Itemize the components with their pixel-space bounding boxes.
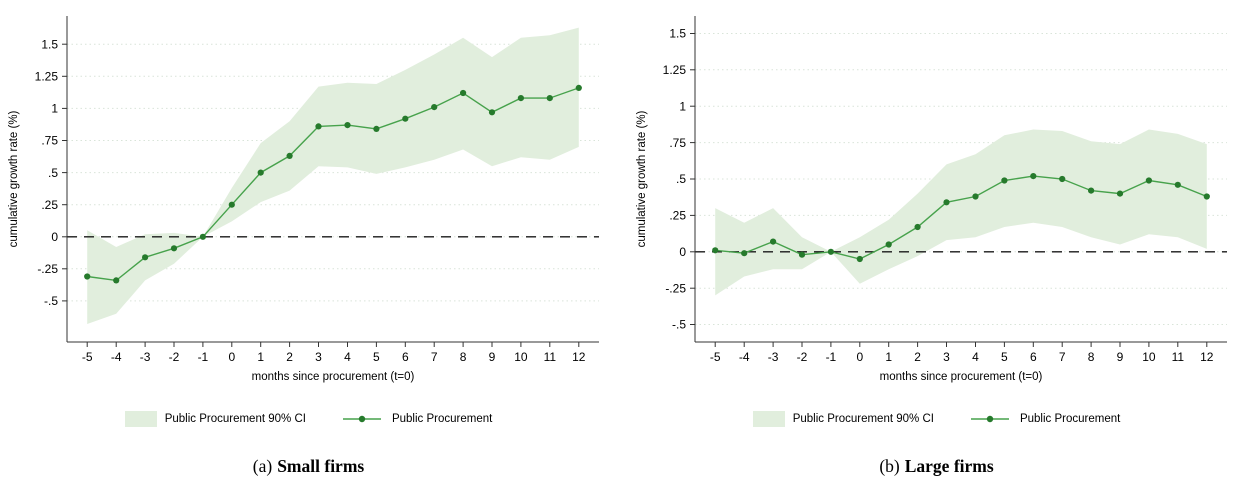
svg-text:12: 12 — [1200, 350, 1214, 364]
svg-text:6: 6 — [401, 350, 408, 364]
legend-item-ci: Public Procurement 90% CI — [752, 411, 934, 427]
legend-item-series: Public Procurement — [968, 413, 1120, 425]
svg-text:-.5: -.5 — [43, 294, 57, 308]
svg-text:.5: .5 — [47, 166, 57, 180]
svg-text:-2: -2 — [796, 350, 807, 364]
svg-text:11: 11 — [1171, 350, 1184, 364]
legend-label-ci: Public Procurement 90% CI — [792, 413, 934, 425]
svg-text:months since procurement (t=0): months since procurement (t=0) — [879, 371, 1042, 383]
svg-text:-5: -5 — [81, 350, 92, 364]
svg-text:10: 10 — [1142, 350, 1156, 364]
legend-small-firms: Public Procurement 90% CI Public Procure… — [124, 408, 492, 430]
svg-text:0: 0 — [679, 245, 686, 259]
svg-text:-1: -1 — [825, 350, 836, 364]
svg-text:9: 9 — [1116, 350, 1123, 364]
svg-text:4: 4 — [972, 350, 979, 364]
line-marker-icon — [342, 415, 381, 423]
svg-text:-3: -3 — [767, 350, 778, 364]
svg-text:7: 7 — [1058, 350, 1065, 364]
svg-text:1.25: 1.25 — [662, 63, 686, 77]
svg-text:10: 10 — [514, 350, 528, 364]
svg-text:11: 11 — [543, 350, 556, 364]
svg-text:.25: .25 — [41, 198, 58, 212]
svg-text:6: 6 — [1029, 350, 1036, 364]
svg-text:.75: .75 — [41, 134, 58, 148]
svg-text:3: 3 — [943, 350, 950, 364]
caption-prefix: (b) — [879, 456, 900, 476]
svg-text:-2: -2 — [168, 350, 179, 364]
svg-text:2: 2 — [286, 350, 293, 364]
svg-text:12: 12 — [572, 350, 586, 364]
svg-text:-1: -1 — [197, 350, 208, 364]
legend-item-series: Public Procurement — [340, 413, 492, 425]
svg-text:0: 0 — [228, 350, 235, 364]
svg-text:.25: .25 — [669, 209, 686, 223]
svg-text:1: 1 — [257, 350, 264, 364]
svg-text:7: 7 — [430, 350, 437, 364]
caption-prefix: (a) — [252, 456, 273, 476]
ci-band-swatch-icon — [752, 411, 785, 427]
line-marker-icon — [970, 415, 1009, 423]
svg-text:months since procurement (t=0): months since procurement (t=0) — [251, 371, 414, 383]
svg-text:2: 2 — [914, 350, 921, 364]
svg-text:-.5: -.5 — [671, 318, 685, 332]
legend-large-firms: Public Procurement 90% CI Public Procure… — [752, 408, 1120, 430]
caption-label: Small firms — [277, 456, 365, 476]
svg-text:-3: -3 — [139, 350, 150, 364]
svg-text:1: 1 — [885, 350, 892, 364]
svg-text:5: 5 — [373, 350, 380, 364]
event-study-figure: -.5 -.25 0.25.5.75 1 1.25 1.5 -5 -4 -3 -2 -1 0 1 2 3 4 5… — [2, 4, 1244, 477]
svg-text:8: 8 — [459, 350, 466, 364]
svg-text:.75: .75 — [669, 136, 686, 150]
caption-small-firms: (a) Small firms — [253, 456, 364, 477]
caption-label: Large firms — [904, 456, 994, 476]
svg-text:cumulative growth rate (%): cumulative growth rate (%) — [636, 110, 648, 247]
svg-text:-.25: -.25 — [37, 262, 58, 276]
legend-label-ci: Public Procurement 90% CI — [164, 413, 306, 425]
svg-text:0: 0 — [51, 230, 58, 244]
svg-text:0: 0 — [856, 350, 863, 364]
svg-text:4: 4 — [344, 350, 351, 364]
svg-text:.5: .5 — [675, 172, 685, 186]
ci-band-swatch-icon — [124, 411, 157, 427]
svg-text:-5: -5 — [709, 350, 720, 364]
svg-text:8: 8 — [1087, 350, 1094, 364]
svg-text:1: 1 — [679, 99, 686, 113]
panel-small-firms: -.5 -.25 0.25.5.75 1 1.25 1.5 -5 -4 -3 -2 -1 0 1 2 3 4 5… — [2, 4, 616, 477]
legend-label-series: Public Procurement — [1019, 413, 1121, 425]
svg-text:cumulative growth rate (%): cumulative growth rate (%) — [8, 110, 20, 247]
legend-item-ci: Public Procurement 90% CI — [124, 411, 306, 427]
svg-text:1.5: 1.5 — [669, 27, 686, 41]
svg-text:-4: -4 — [110, 350, 121, 364]
svg-text:1.5: 1.5 — [41, 37, 58, 51]
svg-text:3: 3 — [315, 350, 322, 364]
legend-label-series: Public Procurement — [391, 413, 493, 425]
caption-large-firms: (b) Large firms — [879, 456, 993, 477]
panel-large-firms: -.5 -.25 0.25.5.75 1 1.25 1.5 -5 -4 -3 -2 -1 0 1 2 3 4 5… — [630, 4, 1244, 477]
svg-text:-.25: -.25 — [665, 281, 686, 295]
svg-text:1.25: 1.25 — [34, 70, 58, 84]
svg-text:5: 5 — [1001, 350, 1008, 364]
svg-text:1: 1 — [51, 102, 58, 116]
svg-text:-4: -4 — [738, 350, 749, 364]
svg-text:9: 9 — [488, 350, 495, 364]
